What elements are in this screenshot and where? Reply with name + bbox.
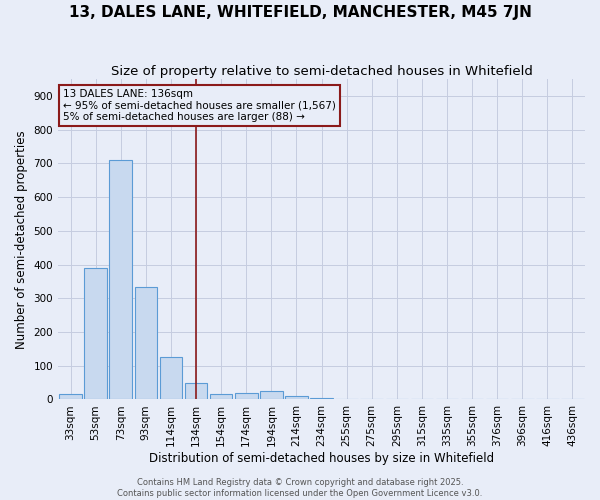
Bar bbox=[134, 286, 157, 400]
Bar bbox=[109, 160, 132, 400]
Bar bbox=[85, 268, 107, 400]
Bar bbox=[185, 382, 208, 400]
Bar bbox=[59, 394, 82, 400]
Bar bbox=[310, 398, 333, 400]
Text: 13 DALES LANE: 136sqm
← 95% of semi-detached houses are smaller (1,567)
5% of se: 13 DALES LANE: 136sqm ← 95% of semi-deta… bbox=[64, 89, 336, 122]
Bar bbox=[210, 394, 232, 400]
Bar bbox=[260, 391, 283, 400]
Text: Contains HM Land Registry data © Crown copyright and database right 2025.
Contai: Contains HM Land Registry data © Crown c… bbox=[118, 478, 482, 498]
Bar bbox=[160, 358, 182, 400]
Title: Size of property relative to semi-detached houses in Whitefield: Size of property relative to semi-detach… bbox=[110, 65, 532, 78]
Bar bbox=[235, 392, 257, 400]
Text: 13, DALES LANE, WHITEFIELD, MANCHESTER, M45 7JN: 13, DALES LANE, WHITEFIELD, MANCHESTER, … bbox=[68, 5, 532, 20]
Y-axis label: Number of semi-detached properties: Number of semi-detached properties bbox=[15, 130, 28, 348]
Bar bbox=[285, 396, 308, 400]
X-axis label: Distribution of semi-detached houses by size in Whitefield: Distribution of semi-detached houses by … bbox=[149, 452, 494, 465]
